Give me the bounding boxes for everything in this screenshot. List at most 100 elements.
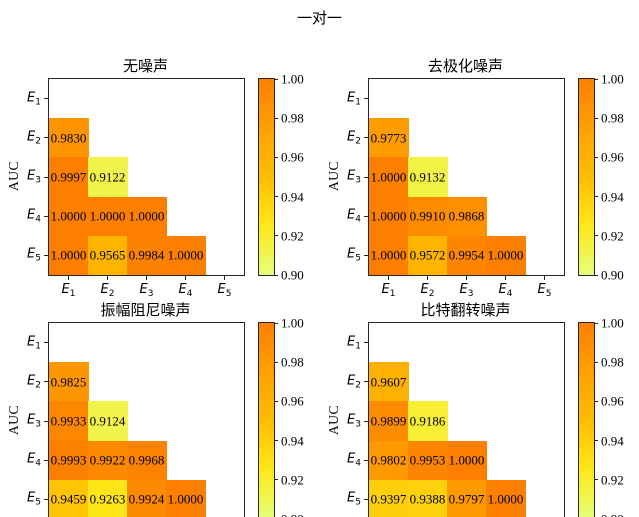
colorbar-tick-label: 1.00: [601, 315, 624, 331]
cell-value-label: 0.9899: [370, 413, 407, 429]
x-tick-mark: [185, 276, 186, 280]
colorbar-tick-mark: [595, 322, 598, 324]
y-tick-label: E1: [27, 90, 41, 108]
colorbar-tick-label: 0.90: [601, 513, 624, 517]
y-tick-mark: [364, 498, 368, 500]
cell-value-label: 1.0000: [448, 452, 485, 468]
y-axis-label: AUC: [326, 160, 341, 192]
heatmap-cell: [486, 235, 526, 276]
heatmap-cell: [447, 196, 487, 237]
heatmap-cell: [369, 235, 409, 276]
heatmap-cell: [49, 401, 89, 442]
x-tick-label: E5: [537, 282, 552, 299]
y-tick-mark: [364, 420, 368, 422]
colorbar-tick-label: 0.92: [601, 472, 624, 488]
y-tick-mark: [44, 420, 48, 422]
main-title: 一对一: [296, 11, 342, 27]
y-tick-label: E3: [347, 168, 361, 186]
y-tick-mark: [44, 98, 48, 100]
colorbar-tick-mark: [595, 117, 598, 119]
plot-area: 0.9773 1.0000 0.9132 1.0000 0.9910 0.9868 1.00…: [347, 78, 565, 299]
colorbar-tick-mark: [595, 440, 598, 442]
cell-value-label: 1.0000: [370, 169, 407, 185]
heatmap-cell: [88, 235, 128, 276]
cell-value-label: 0.9997: [50, 169, 87, 185]
colorbar-tick-label: 0.94: [281, 189, 304, 205]
cell-value-label: 0.9607: [370, 374, 407, 390]
heatmap-cell: [88, 401, 128, 442]
colorbar-tick-label: 0.92: [281, 472, 304, 488]
y-tick-mark: [44, 459, 48, 461]
y-tick-mark: [364, 254, 368, 256]
heatmap-cell: [166, 235, 206, 276]
subplot-depolarizing-noise: 去极化噪声 AUC 0.9773 1.0000 0.9132 1.0000 0.9910…: [320, 26, 639, 299]
y-tick-label: E3: [27, 168, 41, 186]
x-tick-label: E1: [61, 282, 76, 299]
colorbar-tick-label: 0.96: [281, 149, 304, 165]
y-tick-label: E4: [27, 207, 41, 225]
plot-area: 0.9830 0.9997 0.9122 1.0000 1.0000 1.0000 1.00…: [27, 78, 245, 299]
cell-value-label: 1.0000: [487, 491, 524, 507]
y-tick-label: E4: [27, 451, 41, 469]
colorbar-tick-mark: [275, 78, 278, 80]
heatmap-cell: [447, 479, 487, 517]
heatmap-cell: [369, 157, 409, 198]
colorbar-tick-label: 0.94: [281, 433, 304, 449]
colorbar-tick-mark: [275, 235, 278, 237]
cell-value-label: 0.9802: [370, 452, 407, 468]
heatmap-cell: [408, 401, 448, 442]
heatmap-cell: [49, 440, 89, 481]
subplot-no-noise: 无噪声 AUC 0.9830 0.9997 0.9122 1.0000 1.0000 1.…: [0, 26, 320, 299]
y-tick-mark: [364, 215, 368, 217]
x-tick-mark: [388, 276, 389, 280]
cell-value-label: 1.0000: [50, 208, 87, 224]
subplot-bit-flip-noise: 比特翻转噪声 AUC 0.9607 0.9899 0.9186 0.9802 0.995…: [320, 270, 639, 517]
colorbar-tick-mark: [275, 479, 278, 481]
cell-value-label: 0.9984: [128, 247, 165, 263]
heatmap-cell: [49, 235, 89, 276]
colorbar-tick-label: 0.94: [601, 189, 624, 205]
colorbar-tick-mark: [275, 274, 278, 276]
cell-value-label: 0.9186: [409, 413, 446, 429]
x-tick-label: E5: [217, 282, 232, 299]
colorbar: 1.00 0.98 0.96 0.94 0.92 0.90: [258, 73, 304, 282]
cell-value-label: 0.9922: [89, 452, 126, 468]
heatmap-cell: [49, 479, 89, 517]
cell-value-label: 0.9993: [50, 452, 87, 468]
colorbar-tick-label: 0.92: [281, 228, 304, 244]
x-tick-label: E4: [498, 282, 513, 299]
cell-value-label: 1.0000: [167, 247, 204, 263]
heatmap-cell: [127, 235, 167, 276]
y-tick-label: E2: [27, 373, 41, 391]
y-tick-label: E2: [347, 129, 361, 147]
x-tick-mark: [146, 276, 147, 280]
cell-value-label: 0.9825: [50, 374, 87, 390]
x-tick-mark: [68, 276, 69, 280]
cell-value-label: 0.9773: [370, 130, 407, 146]
cell-value-label: 1.0000: [128, 208, 165, 224]
y-tick-mark: [364, 176, 368, 178]
cell-value-label: 0.9797: [448, 491, 485, 507]
colorbar-tick-label: 0.98: [281, 110, 304, 126]
colorbar: 1.00 0.98 0.96 0.94 0.92 0.90: [258, 317, 304, 517]
colorbar: 1.00 0.98 0.96 0.94 0.92 0.90: [578, 317, 624, 517]
heatmap-cell: [369, 401, 409, 442]
heatmap-cell: [369, 479, 409, 517]
colorbar-tick-label: 0.98: [281, 354, 304, 370]
colorbar-tick-mark: [275, 117, 278, 119]
plot-area: 0.9607 0.9899 0.9186 0.9802 0.9953 1.0000 0.93…: [347, 322, 565, 517]
y-tick-label: E5: [347, 246, 361, 264]
subplot-title: 去极化噪声: [427, 59, 503, 75]
colorbar-tick-mark: [595, 196, 598, 198]
x-tick-label: E2: [100, 282, 115, 299]
heatmap-cell: [49, 196, 89, 237]
y-tick-mark: [44, 498, 48, 500]
x-tick-mark: [466, 276, 467, 280]
subplot-title: 振幅阻尼噪声: [100, 303, 191, 319]
y-tick-mark: [44, 342, 48, 344]
colorbar-tick-mark: [275, 196, 278, 198]
cell-value-label: 0.9124: [89, 413, 126, 429]
heatmap-cell: [369, 196, 409, 237]
cell-value-label: 0.9572: [409, 247, 446, 263]
